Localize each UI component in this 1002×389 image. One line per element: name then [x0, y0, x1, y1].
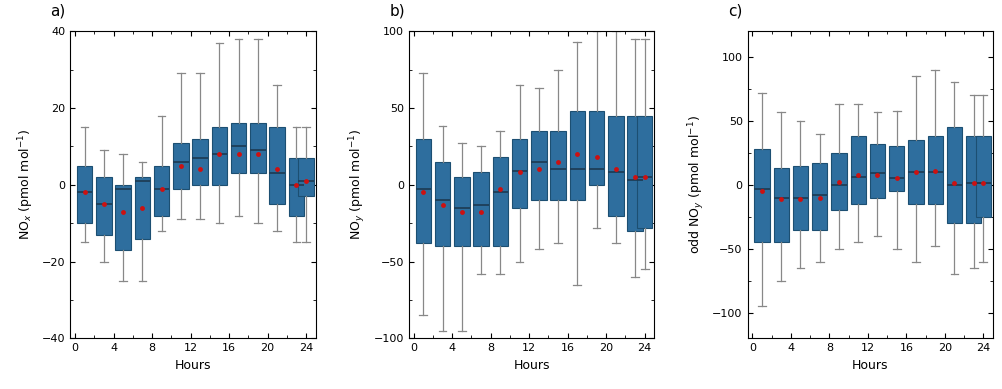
PathPatch shape	[96, 177, 111, 235]
PathPatch shape	[588, 111, 603, 185]
Text: a): a)	[50, 4, 66, 19]
PathPatch shape	[298, 158, 314, 196]
PathPatch shape	[888, 146, 904, 191]
PathPatch shape	[812, 163, 827, 230]
PathPatch shape	[607, 116, 623, 216]
Text: b): b)	[389, 4, 405, 19]
PathPatch shape	[908, 140, 923, 204]
Text: c): c)	[727, 4, 741, 19]
PathPatch shape	[550, 131, 565, 200]
X-axis label: Hours: Hours	[851, 359, 888, 372]
PathPatch shape	[626, 116, 642, 231]
PathPatch shape	[435, 162, 450, 246]
PathPatch shape	[946, 127, 961, 223]
X-axis label: Hours: Hours	[513, 359, 549, 372]
PathPatch shape	[492, 157, 507, 246]
PathPatch shape	[473, 172, 488, 246]
PathPatch shape	[454, 177, 469, 246]
PathPatch shape	[773, 168, 789, 242]
PathPatch shape	[754, 149, 769, 242]
PathPatch shape	[77, 166, 92, 223]
PathPatch shape	[115, 185, 130, 250]
Y-axis label: NO$_y$ (pmol mol$^{-1}$): NO$_y$ (pmol mol$^{-1}$)	[347, 129, 368, 240]
PathPatch shape	[927, 136, 942, 204]
PathPatch shape	[511, 139, 527, 208]
PathPatch shape	[569, 111, 584, 200]
PathPatch shape	[850, 136, 865, 204]
PathPatch shape	[134, 177, 150, 238]
PathPatch shape	[211, 127, 226, 185]
Y-axis label: odd NO$_y$ (pmol mol$^{-1}$): odd NO$_y$ (pmol mol$^{-1}$)	[685, 116, 706, 254]
X-axis label: Hours: Hours	[174, 359, 211, 372]
PathPatch shape	[831, 153, 846, 210]
PathPatch shape	[173, 142, 188, 189]
PathPatch shape	[270, 127, 285, 204]
PathPatch shape	[289, 158, 304, 216]
PathPatch shape	[153, 166, 169, 216]
PathPatch shape	[975, 136, 990, 217]
PathPatch shape	[415, 139, 431, 243]
PathPatch shape	[636, 116, 651, 228]
PathPatch shape	[869, 144, 885, 198]
PathPatch shape	[230, 123, 246, 173]
PathPatch shape	[792, 166, 808, 230]
PathPatch shape	[192, 139, 207, 185]
Y-axis label: NO$_x$ (pmol mol$^{-1}$): NO$_x$ (pmol mol$^{-1}$)	[17, 129, 36, 240]
PathPatch shape	[965, 136, 980, 223]
PathPatch shape	[249, 123, 266, 173]
PathPatch shape	[531, 131, 546, 200]
